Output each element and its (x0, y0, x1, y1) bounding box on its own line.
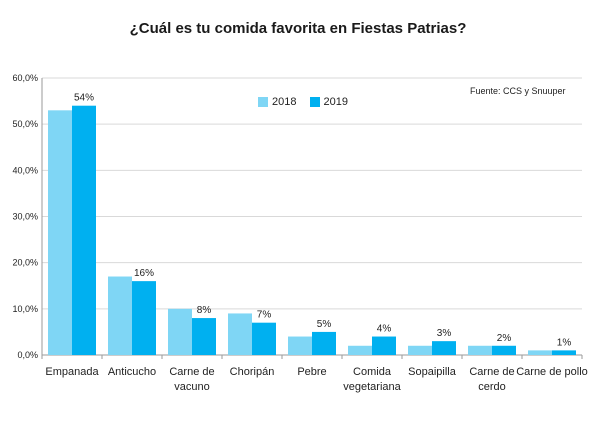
x-category-label: Sopaipilla (408, 366, 457, 378)
bar-2018 (528, 350, 552, 355)
bar-2019 (372, 336, 396, 355)
y-tick-label: 40,0% (12, 165, 38, 175)
y-tick-label: 30,0% (12, 212, 38, 222)
legend: 2018 2019 (258, 96, 358, 110)
x-category-label: Pebre (297, 366, 326, 378)
bar-2019 (552, 350, 576, 355)
data-label: 3% (437, 328, 452, 339)
bar-2018 (228, 313, 252, 355)
data-label: 8% (197, 305, 212, 316)
x-category-label: vacuno (174, 381, 209, 393)
data-label: 7% (257, 310, 272, 321)
x-category-label: Carne de (469, 366, 514, 378)
bar-2019 (312, 331, 336, 355)
bar-2018 (408, 345, 432, 355)
x-category-label: Empanada (45, 366, 99, 378)
y-tick-label: 10,0% (12, 304, 38, 314)
x-category-label: vegetariana (343, 381, 401, 393)
bar-2019 (492, 345, 516, 355)
x-category-label: Comida (353, 366, 392, 378)
bar-2018 (108, 276, 132, 355)
bar-2018 (288, 336, 312, 355)
legend-item-2018: 2018 (258, 96, 296, 108)
legend-swatch-2018 (258, 97, 268, 107)
bar-2018 (468, 345, 492, 355)
y-tick-label: 60,0% (12, 73, 38, 83)
x-category-label: Carne de (169, 366, 214, 378)
y-tick-label: 20,0% (12, 258, 38, 268)
legend-label-2018: 2018 (272, 96, 297, 108)
bar-2019 (72, 105, 96, 355)
bar-2019 (432, 341, 456, 355)
bar-2019 (192, 318, 216, 355)
source-note: Fuente: CCS y Snuuper (470, 86, 566, 96)
x-category-label: Anticucho (108, 366, 156, 378)
x-category-label: cerdo (478, 381, 506, 393)
x-category-label: Carne de pollo (516, 366, 588, 378)
data-label: 2% (497, 333, 512, 344)
data-label: 1% (557, 337, 572, 348)
bar-2018 (348, 345, 372, 355)
data-label: 54% (74, 93, 94, 104)
legend-swatch-2019 (309, 97, 320, 107)
y-tick-label: 0,0% (17, 350, 38, 360)
bar-2018 (168, 308, 192, 355)
bar-2019 (132, 281, 156, 355)
data-label: 5% (317, 319, 332, 330)
bar-2018 (48, 110, 72, 355)
legend-item-2019: 2019 (309, 96, 349, 108)
y-tick-label: 50,0% (12, 119, 38, 129)
chart-title: ¿Cuál es tu comida favorita en Fiestas P… (129, 20, 467, 37)
data-label: 4% (377, 324, 392, 335)
data-label: 16% (134, 268, 154, 279)
legend-label-2019: 2019 (323, 96, 349, 108)
bar-2019 (252, 322, 276, 355)
x-category-label: Choripán (230, 366, 275, 378)
